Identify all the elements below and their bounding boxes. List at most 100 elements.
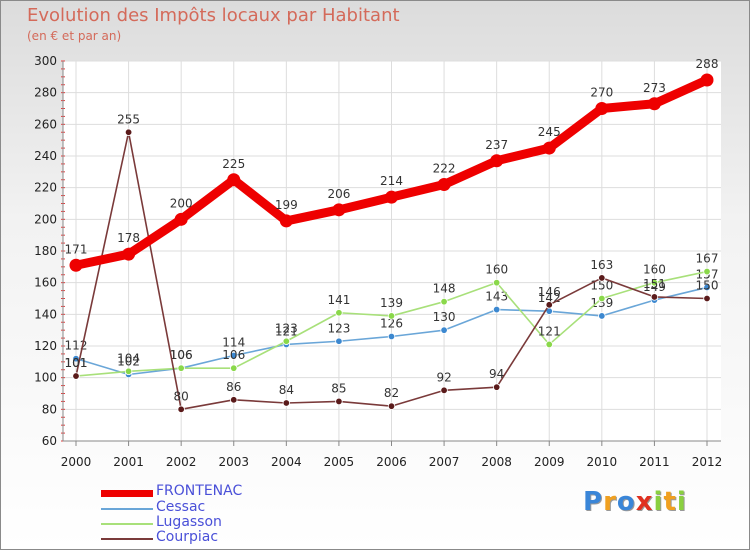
y-tick-label: 260 <box>34 117 57 131</box>
x-tick-label: 2005 <box>324 455 355 469</box>
data-point-courpiac <box>440 386 448 395</box>
y-tick-label: 240 <box>34 149 57 163</box>
data-label-cessac: 114 <box>222 336 245 350</box>
data-label-courpiac: 92 <box>436 370 451 384</box>
x-tick-label: 2004 <box>271 455 302 469</box>
data-label-cessac: 123 <box>327 321 350 335</box>
data-point-frontenac <box>174 212 188 226</box>
data-label-lugasson: 167 <box>696 252 719 266</box>
data-point-lugasson <box>230 364 238 372</box>
data-point-cessac <box>598 312 606 320</box>
x-tick-label: 2007 <box>429 455 460 469</box>
data-point-lugasson <box>335 309 343 317</box>
data-label-frontenac: 199 <box>275 198 298 212</box>
x-tick-label: 2003 <box>218 455 249 469</box>
proxiti-logo: Proxiti <box>583 487 687 517</box>
data-label-frontenac: 288 <box>696 57 719 71</box>
data-point-frontenac <box>490 154 504 168</box>
data-label-courpiac: 80 <box>174 389 189 403</box>
x-tick-label: 2001 <box>113 455 144 469</box>
y-tick-label: 180 <box>34 244 57 258</box>
data-label-cessac: 126 <box>380 317 403 331</box>
data-point-courpiac <box>598 274 606 282</box>
data-point-courpiac <box>387 402 396 410</box>
data-label-lugasson: 106 <box>170 348 193 362</box>
data-label-frontenac: 245 <box>538 125 561 139</box>
data-label-lugasson: 123 <box>275 321 298 335</box>
data-label-courpiac: 84 <box>279 383 294 397</box>
data-point-frontenac <box>227 173 241 187</box>
data-label-frontenac: 171 <box>65 242 88 256</box>
logo-letter: P <box>583 487 604 517</box>
data-label-courpiac: 163 <box>590 258 613 272</box>
data-label-cessac: 106 <box>170 348 193 362</box>
chart-subtitle: (en € et par an) <box>27 29 122 43</box>
legend-swatch-lugasson <box>101 523 153 525</box>
data-point-frontenac <box>647 97 661 111</box>
legend-label-lugasson: Lugasson <box>156 514 222 530</box>
data-point-frontenac <box>542 141 556 155</box>
legend-label-frontenac: FRONTENAC <box>156 483 243 499</box>
x-tick-label: 2002 <box>166 455 197 469</box>
data-point-lugasson <box>703 267 711 276</box>
y-tick-label: 220 <box>34 181 57 195</box>
data-point-lugasson <box>177 364 185 372</box>
data-point-cessac <box>703 283 711 292</box>
data-point-lugasson <box>282 337 291 345</box>
data-point-cessac <box>387 332 396 341</box>
data-label-cessac: 139 <box>590 296 613 310</box>
legend-swatch-frontenac <box>101 490 153 497</box>
y-tick-label: 140 <box>34 307 57 321</box>
logo-letter: i <box>653 487 664 517</box>
data-point-cessac <box>335 337 343 345</box>
data-label-courpiac: 151 <box>643 277 666 291</box>
y-tick-label: 300 <box>34 54 57 68</box>
x-tick-label: 2011 <box>639 455 670 469</box>
data-point-frontenac <box>332 203 346 217</box>
x-tick-label: 2008 <box>481 455 512 469</box>
data-label-frontenac: 222 <box>433 162 456 176</box>
data-label-frontenac: 178 <box>117 231 140 245</box>
x-tick-label: 2010 <box>587 455 618 469</box>
legend-swatch-cessac <box>101 508 153 510</box>
data-label-courpiac: 86 <box>226 380 241 394</box>
data-label-courpiac: 85 <box>331 381 346 395</box>
data-label-courpiac: 255 <box>117 112 140 126</box>
data-point-courpiac <box>335 397 343 406</box>
x-tick-label: 2012 <box>692 455 723 469</box>
data-point-courpiac <box>177 405 185 414</box>
data-point-lugasson <box>492 278 501 287</box>
data-point-courpiac <box>703 294 711 303</box>
y-tick-label: 60 <box>42 434 57 448</box>
legend-label-courpiac: Courpiac <box>156 529 219 545</box>
logo-letter: i <box>676 487 687 517</box>
data-point-frontenac <box>122 247 136 261</box>
data-point-courpiac <box>124 128 133 136</box>
data-label-frontenac: 214 <box>380 174 403 188</box>
data-label-cessac: 143 <box>485 290 508 304</box>
logo-letter: x <box>635 487 654 517</box>
data-label-lugasson: 160 <box>485 263 508 277</box>
data-label-courpiac: 150 <box>696 279 719 293</box>
data-point-lugasson <box>545 340 553 349</box>
data-label-frontenac: 273 <box>643 81 666 95</box>
data-label-courpiac: 94 <box>489 367 504 381</box>
data-point-frontenac <box>279 214 293 228</box>
data-point-lugasson <box>124 367 133 376</box>
data-point-courpiac <box>650 293 659 301</box>
y-tick-label: 120 <box>34 339 57 353</box>
data-point-lugasson <box>387 312 396 320</box>
data-label-lugasson: 121 <box>538 324 561 338</box>
data-label-lugasson: 141 <box>327 293 350 307</box>
data-point-courpiac <box>282 399 291 407</box>
data-point-frontenac <box>69 258 83 272</box>
data-point-courpiac <box>72 372 80 380</box>
legend-swatch-courpiac <box>101 538 153 540</box>
data-label-lugasson: 106 <box>222 348 245 362</box>
data-label-lugasson: 139 <box>380 296 403 310</box>
data-point-frontenac <box>595 102 609 115</box>
chart-title: Evolution des Impôts locaux par Habitant <box>27 5 400 26</box>
data-point-cessac <box>492 305 501 314</box>
data-point-cessac <box>440 326 448 334</box>
